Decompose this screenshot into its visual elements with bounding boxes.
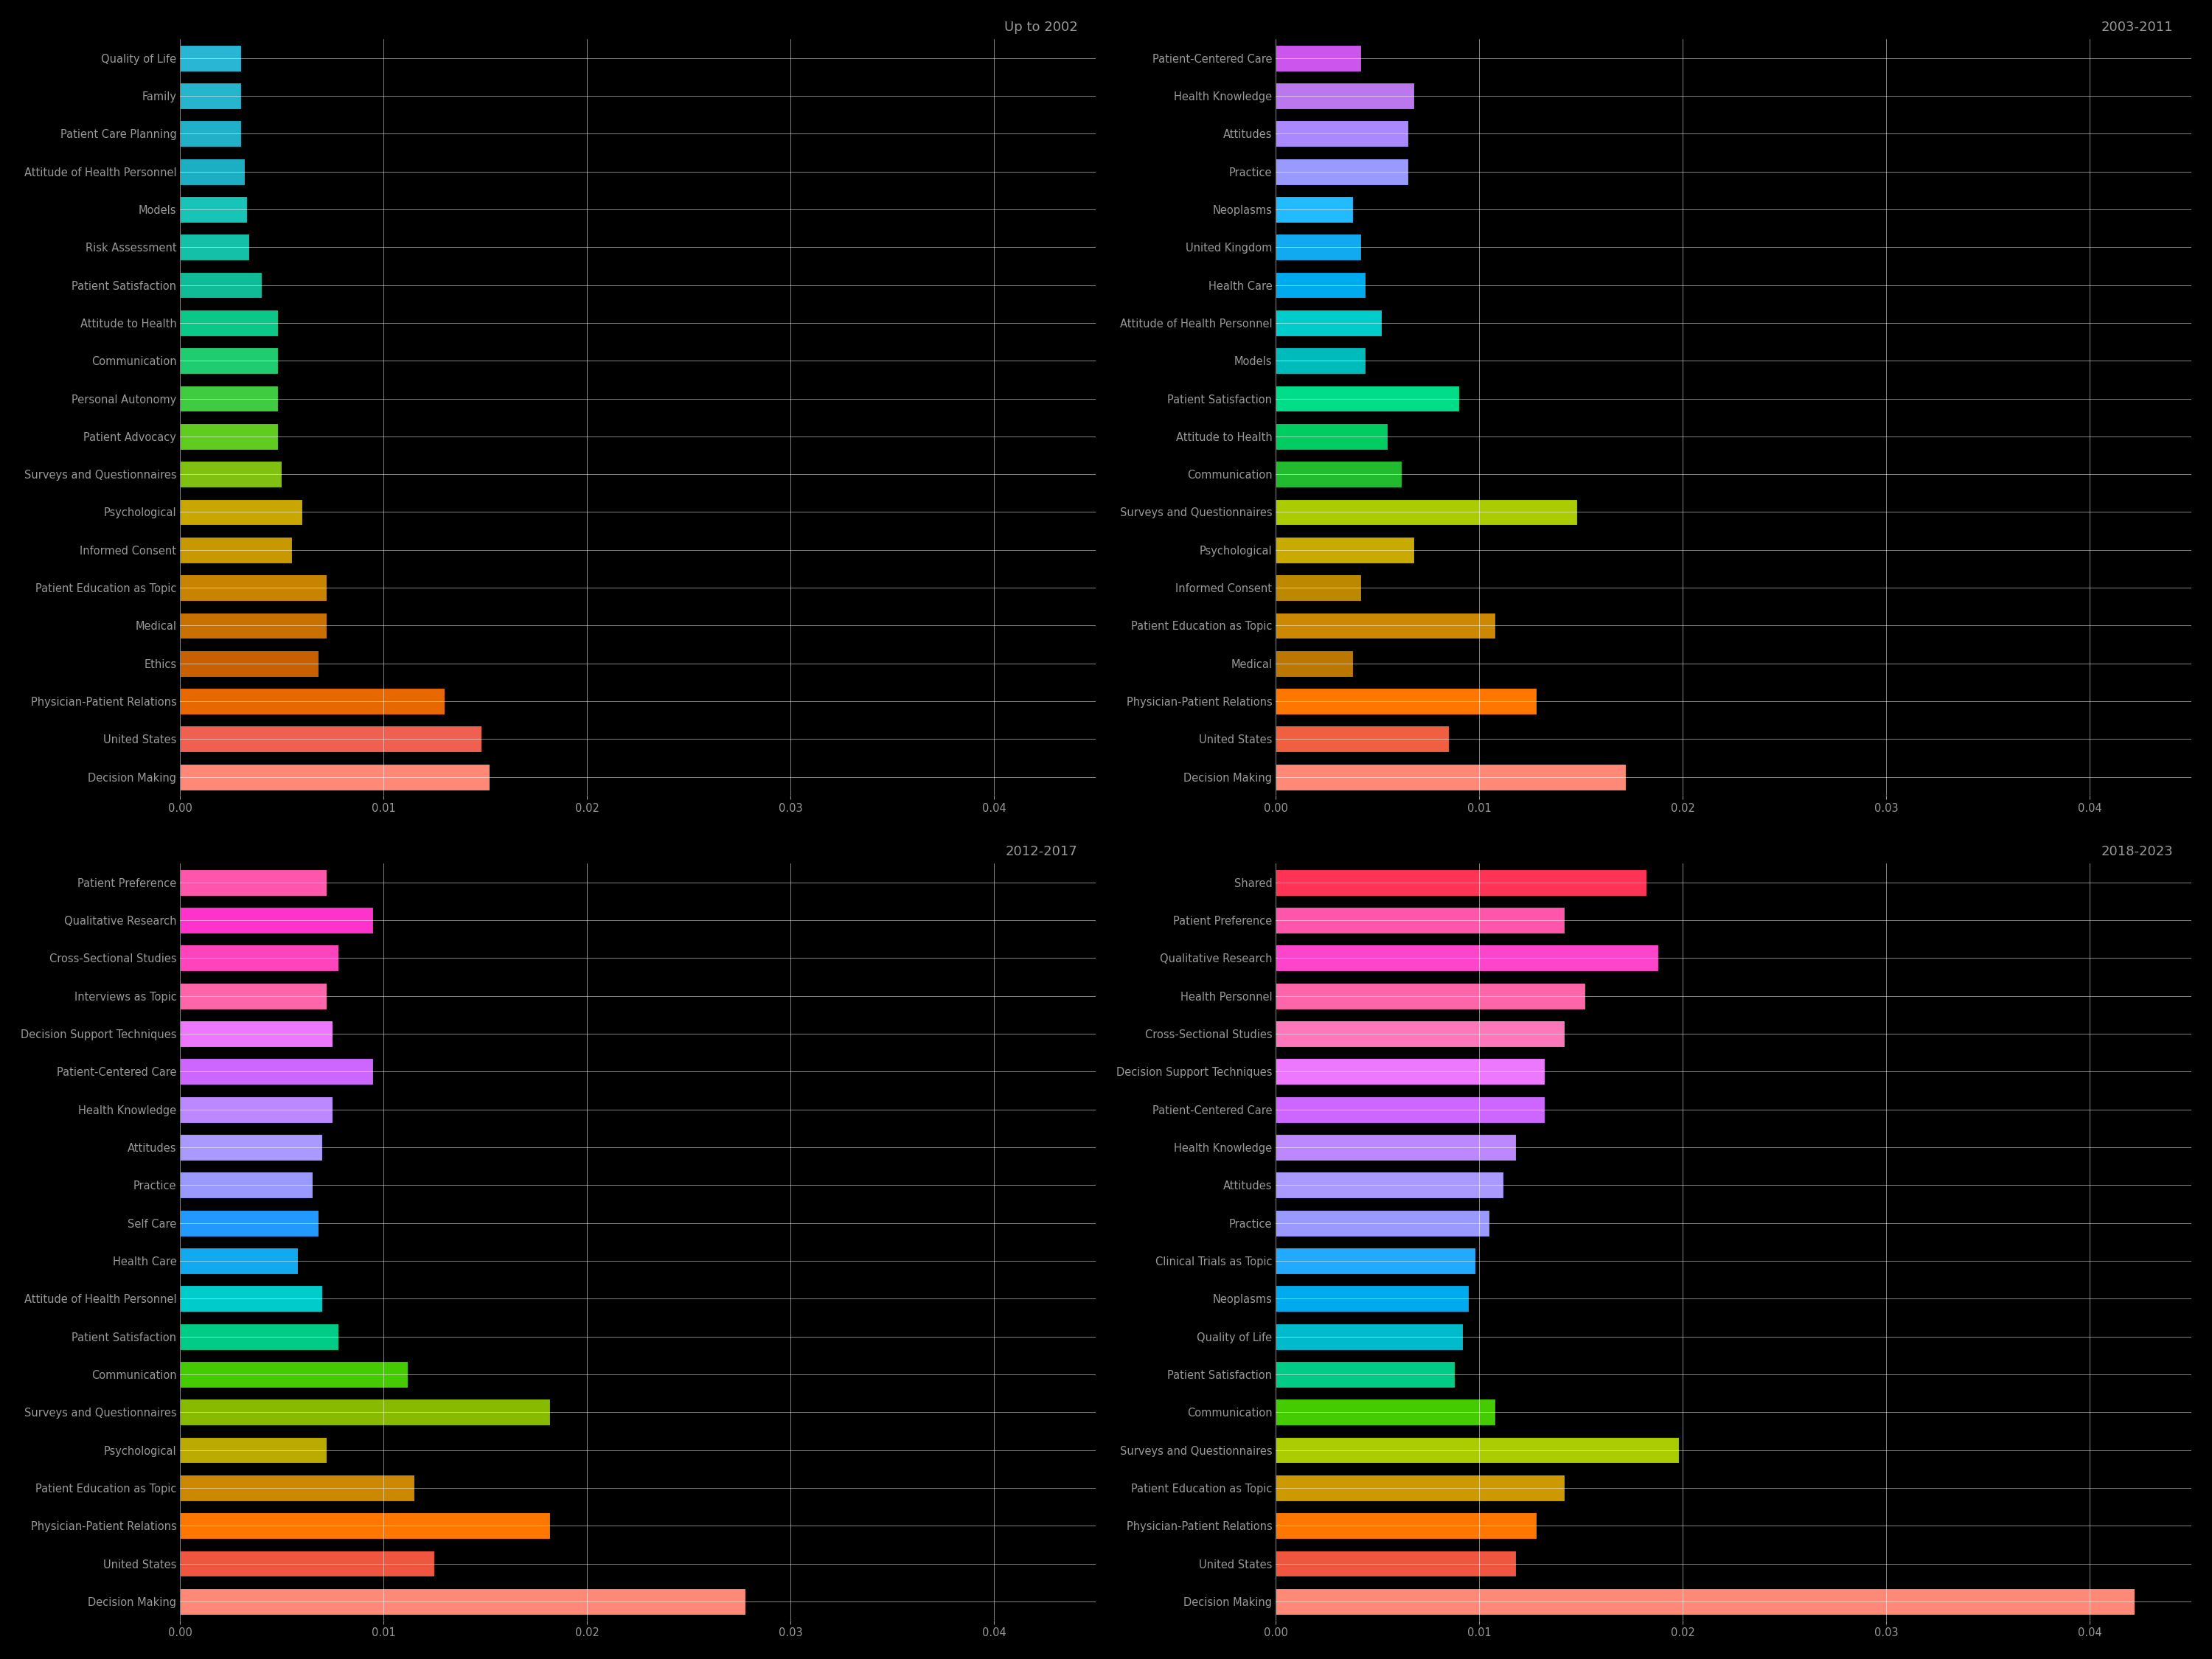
Text: 2003-2011: 2003-2011 (2101, 20, 2172, 33)
Bar (1276, 499, 1577, 526)
Bar (1276, 1360, 1455, 1387)
Bar (1276, 45, 1360, 71)
Bar (179, 196, 248, 222)
Bar (179, 1475, 414, 1501)
Bar (1276, 461, 1402, 488)
Bar (179, 574, 327, 601)
Bar (179, 650, 319, 677)
Bar (1276, 1475, 1564, 1501)
Bar (179, 1248, 299, 1274)
Bar (179, 385, 279, 411)
Bar (179, 869, 327, 896)
Bar (1276, 1209, 1489, 1236)
Bar (1276, 1020, 1564, 1047)
Bar (179, 1171, 312, 1198)
Bar (179, 1324, 338, 1350)
Bar (1276, 1248, 1475, 1274)
Bar (179, 982, 327, 1009)
Bar (179, 1209, 319, 1236)
Bar (1276, 982, 1586, 1009)
Bar (179, 727, 482, 753)
Bar (179, 121, 241, 148)
Bar (1276, 121, 1409, 148)
Bar (179, 423, 279, 450)
Bar (1276, 1097, 1544, 1123)
Bar (1276, 574, 1360, 601)
Bar (1276, 272, 1365, 299)
Bar (179, 944, 338, 971)
Bar (1276, 1135, 1515, 1160)
Bar (1276, 347, 1365, 373)
Bar (1276, 1550, 1515, 1576)
Bar (1276, 1399, 1495, 1425)
Bar (1276, 385, 1460, 411)
Bar (1276, 1058, 1544, 1085)
Bar (1276, 536, 1413, 562)
Bar (179, 1360, 407, 1387)
Bar (179, 1513, 551, 1540)
Bar (179, 1437, 327, 1463)
Bar (179, 1135, 323, 1160)
Bar (179, 347, 279, 373)
Bar (179, 1020, 332, 1047)
Bar (1276, 650, 1354, 677)
Bar (1276, 234, 1360, 260)
Bar (179, 461, 281, 488)
Bar (1276, 196, 1354, 222)
Bar (1276, 310, 1382, 337)
Bar (179, 907, 374, 934)
Text: 2012-2017: 2012-2017 (1006, 844, 1077, 858)
Bar (179, 612, 327, 639)
Bar (1276, 1286, 1469, 1312)
Bar (1276, 688, 1537, 715)
Bar (179, 1097, 332, 1123)
Bar (1276, 944, 1659, 971)
Bar (179, 234, 250, 260)
Bar (1276, 1437, 1679, 1463)
Bar (1276, 158, 1409, 184)
Bar (179, 272, 261, 299)
Bar (1276, 1588, 2135, 1614)
Bar (179, 1588, 745, 1614)
Bar (1276, 727, 1449, 753)
Bar (1276, 423, 1387, 450)
Bar (179, 1399, 551, 1425)
Bar (179, 158, 246, 184)
Bar (179, 688, 445, 715)
Bar (179, 1058, 374, 1085)
Text: Up to 2002: Up to 2002 (1004, 20, 1077, 33)
Text: 2018-2023: 2018-2023 (2101, 844, 2172, 858)
Bar (1276, 1513, 1537, 1540)
Bar (1276, 612, 1495, 639)
Bar (179, 45, 241, 71)
Bar (179, 536, 292, 562)
Bar (1276, 83, 1413, 109)
Bar (1276, 869, 1646, 896)
Bar (179, 1550, 434, 1576)
Bar (179, 83, 241, 109)
Bar (179, 310, 279, 337)
Bar (1276, 1171, 1504, 1198)
Bar (179, 499, 303, 526)
Bar (1276, 1324, 1462, 1350)
Bar (1276, 907, 1564, 934)
Bar (179, 1286, 323, 1312)
Bar (1276, 763, 1626, 790)
Bar (179, 763, 489, 790)
